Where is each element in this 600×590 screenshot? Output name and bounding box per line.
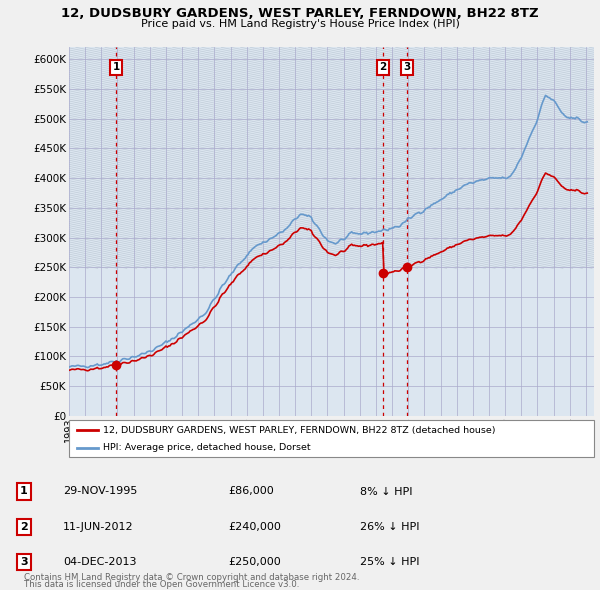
Text: 04-DEC-2013: 04-DEC-2013 bbox=[63, 558, 137, 567]
Text: 25% ↓ HPI: 25% ↓ HPI bbox=[360, 558, 419, 567]
Text: 2: 2 bbox=[379, 63, 386, 73]
Text: 1: 1 bbox=[112, 63, 119, 73]
Text: 12, DUDSBURY GARDENS, WEST PARLEY, FERNDOWN, BH22 8TZ (detached house): 12, DUDSBURY GARDENS, WEST PARLEY, FERND… bbox=[103, 426, 496, 435]
Text: This data is licensed under the Open Government Licence v3.0.: This data is licensed under the Open Gov… bbox=[24, 581, 299, 589]
Text: 8% ↓ HPI: 8% ↓ HPI bbox=[360, 487, 413, 496]
Text: 26% ↓ HPI: 26% ↓ HPI bbox=[360, 522, 419, 532]
Text: 3: 3 bbox=[20, 558, 28, 567]
Text: Price paid vs. HM Land Registry's House Price Index (HPI): Price paid vs. HM Land Registry's House … bbox=[140, 19, 460, 30]
Text: 3: 3 bbox=[403, 63, 410, 73]
Text: £86,000: £86,000 bbox=[228, 487, 274, 496]
Text: Contains HM Land Registry data © Crown copyright and database right 2024.: Contains HM Land Registry data © Crown c… bbox=[24, 573, 359, 582]
FancyBboxPatch shape bbox=[69, 420, 594, 457]
Text: 2: 2 bbox=[20, 522, 28, 532]
Text: £240,000: £240,000 bbox=[228, 522, 281, 532]
Text: 29-NOV-1995: 29-NOV-1995 bbox=[63, 487, 137, 496]
Text: 12, DUDSBURY GARDENS, WEST PARLEY, FERNDOWN, BH22 8TZ: 12, DUDSBURY GARDENS, WEST PARLEY, FERND… bbox=[61, 7, 539, 20]
Text: 1: 1 bbox=[20, 487, 28, 496]
Text: £250,000: £250,000 bbox=[228, 558, 281, 567]
Text: HPI: Average price, detached house, Dorset: HPI: Average price, detached house, Dors… bbox=[103, 444, 311, 453]
Text: 11-JUN-2012: 11-JUN-2012 bbox=[63, 522, 134, 532]
